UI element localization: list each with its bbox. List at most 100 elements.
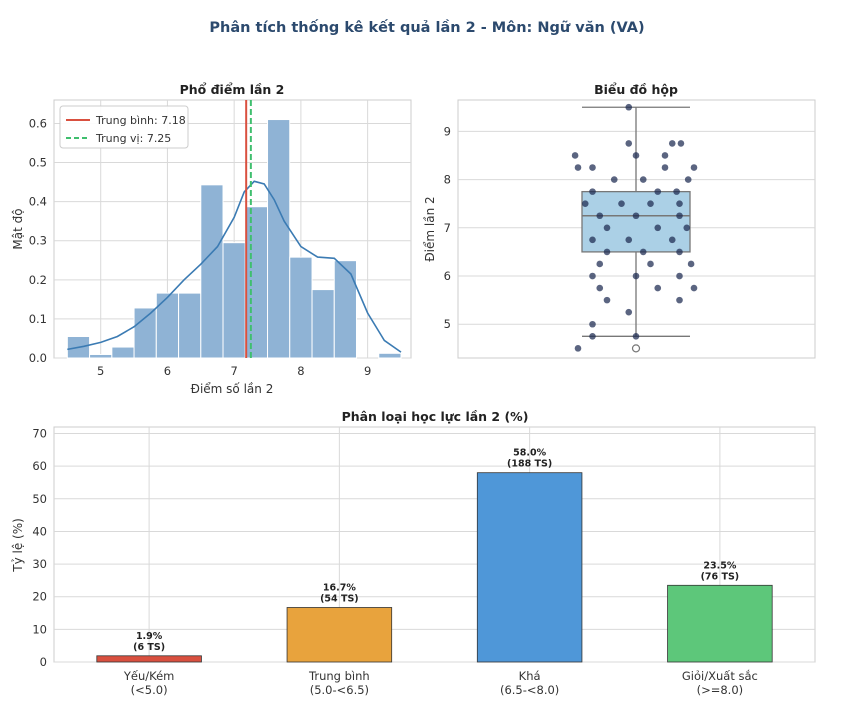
histogram-x-tick-label: 5 <box>97 364 104 378</box>
category-bar-y-tick-label: 30 <box>32 557 47 571</box>
strip-point <box>639 248 647 256</box>
category-bar <box>96 655 202 663</box>
strip-point <box>661 152 669 159</box>
strip-point <box>589 188 596 195</box>
strip-point <box>676 248 683 256</box>
category-bar-title: Phân loại học lực lần 2 (%) <box>342 409 529 424</box>
histogram-bar <box>267 119 291 359</box>
strip-point <box>647 200 654 207</box>
strip-point <box>571 152 579 159</box>
histogram-x-tick-label: 7 <box>231 364 238 378</box>
strip-point <box>683 224 691 232</box>
boxplot-y-tick-label: 8 <box>444 173 451 187</box>
histogram-y-tick-label: 0.0 <box>29 351 47 365</box>
histogram-x-tick-label: 6 <box>164 364 171 378</box>
category-bar-y-tick-label: 40 <box>32 524 47 538</box>
bar-count-label: (76 TS) <box>701 571 740 582</box>
box-iqr <box>581 190 691 253</box>
strip-point <box>632 212 640 220</box>
histogram-panel: Phổ điểm lần 2 Điểm số lần 2 Mật độ 5 6 7 8… <box>11 82 412 396</box>
bar-percent-label: 1.9% <box>136 631 163 642</box>
category-tick-sublabel: (6.5-<8.0) <box>500 683 559 697</box>
histogram-x-axis-label: Điểm số lần 2 <box>191 382 274 396</box>
category-bar-y-tick-label: 70 <box>32 427 47 441</box>
category-tick-label: Giỏi/Xuất sắc <box>682 669 758 683</box>
strip-point <box>676 296 683 304</box>
strip-point <box>603 296 611 304</box>
strip-point <box>589 332 596 340</box>
category-bar-panel: Phân loại học lực lần 2 (%) Tỷ lệ (%) 1.… <box>11 409 816 697</box>
boxplot-title: Biểu đồ hộp <box>594 82 678 97</box>
category-bar-y-axis-label: Tỷ lệ (%) <box>11 518 25 573</box>
strip-point <box>687 260 695 268</box>
category-bar-y-tick-label: 20 <box>32 590 47 604</box>
strip-point <box>603 224 611 232</box>
histogram-x-tick-label: 8 <box>297 364 304 378</box>
bar-percent-label: 23.5% <box>703 560 736 571</box>
histogram-y-tick-label: 0.5 <box>29 156 47 170</box>
strip-point <box>690 164 698 171</box>
boxplot-y-tick-label: 6 <box>444 269 451 283</box>
strip-point <box>668 236 676 244</box>
strip-point <box>581 200 589 207</box>
strip-point <box>618 200 625 207</box>
strip-point <box>625 140 633 147</box>
category-tick-label: Yếu/Kém <box>123 669 175 683</box>
category-bar-y-tick-label: 50 <box>32 492 47 506</box>
strip-point <box>625 103 633 111</box>
strip-point <box>676 200 683 207</box>
legend-box <box>59 105 189 149</box>
strip-point <box>654 224 662 232</box>
strip-point <box>661 164 669 171</box>
histogram-title: Phổ điểm lần 2 <box>180 82 285 97</box>
bar-count-label: (6 TS) <box>133 642 165 653</box>
strip-point <box>676 272 683 280</box>
category-tick-sublabel: (<5.0) <box>131 683 168 697</box>
strip-point <box>654 284 662 292</box>
histogram-bar <box>200 184 224 359</box>
boxplot-y-tick-label: 5 <box>444 317 451 331</box>
strip-point <box>603 248 611 256</box>
kde-curve <box>67 180 402 353</box>
bar-percent-label: 16.7% <box>323 582 356 593</box>
histogram-legend: Trung bình: 7.18 Trung vị: 7.25 <box>59 105 189 149</box>
boxplot-y-axis-label: Điểm lần 2 <box>423 196 437 261</box>
histogram-bar <box>311 289 335 359</box>
legend-label: Trung vị: 7.25 <box>95 132 171 145</box>
outlier-marker <box>631 344 641 353</box>
histogram-bar <box>333 260 357 359</box>
histogram-bar <box>289 256 313 359</box>
strip-point <box>589 164 596 171</box>
figure-suptitle: Phân tích thống kê kết quả lần 2 - Môn: … <box>209 20 645 36</box>
category-bar-y-tick-label: 60 <box>32 459 47 473</box>
bar-count-label: (188 TS) <box>507 459 552 470</box>
boxplot-panel: Biểu đồ hộp Điểm lần 2 5 6 7 8 9 <box>423 82 816 359</box>
category-bar <box>286 607 393 663</box>
strip-point <box>690 284 698 292</box>
histogram-bar <box>133 307 157 359</box>
histogram-bar <box>155 292 180 359</box>
strip-point <box>647 260 654 268</box>
histogram-x-tick-label: 9 <box>364 364 371 378</box>
strip-point <box>684 176 692 183</box>
category-tick-label: Khá <box>519 669 541 683</box>
category-bar <box>667 584 773 663</box>
strip-point <box>625 308 633 316</box>
bar-percent-label: 58.0% <box>513 448 546 459</box>
category-bar-y-tick-label: 0 <box>40 655 47 669</box>
strip-point <box>654 188 662 195</box>
strip-point <box>589 272 596 280</box>
strip-point <box>632 152 640 159</box>
strip-point <box>632 272 640 280</box>
boxplot-y-tick-label: 7 <box>444 221 451 235</box>
histogram-bar <box>178 292 202 359</box>
histogram-bar <box>244 206 269 359</box>
histogram-bar <box>111 346 135 359</box>
bar-count-label: (54 TS) <box>320 593 359 604</box>
histogram-y-axis-label: Mật độ <box>11 208 25 249</box>
boxplot-y-tick-label: 9 <box>444 124 451 138</box>
category-tick-sublabel: (5.0-<6.5) <box>310 683 369 697</box>
category-tick-label: Trung bình <box>308 669 370 683</box>
histogram-y-tick-label: 0.4 <box>29 195 47 209</box>
legend-label: Trung bình: 7.18 <box>95 114 186 127</box>
